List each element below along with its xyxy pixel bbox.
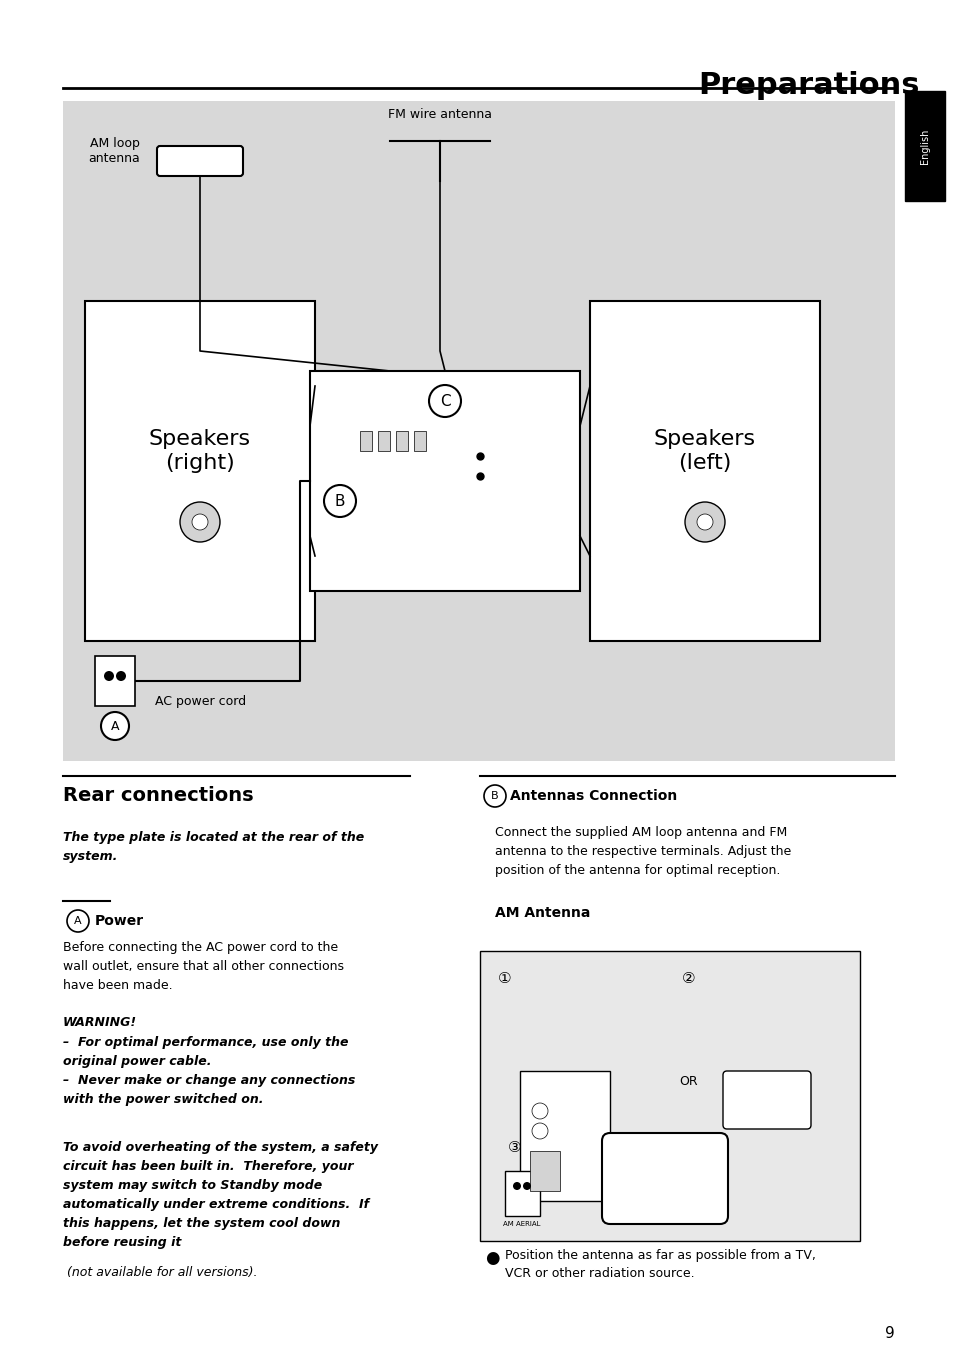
Text: ①: ① xyxy=(497,971,511,986)
Bar xyxy=(504,1171,539,1216)
Text: Speakers
(left): Speakers (left) xyxy=(653,429,756,473)
Circle shape xyxy=(697,514,712,531)
Bar xyxy=(395,430,408,451)
Circle shape xyxy=(483,786,505,808)
Text: C: C xyxy=(439,393,450,409)
Bar xyxy=(519,1071,609,1201)
Text: 9: 9 xyxy=(884,1326,894,1341)
Text: ②: ② xyxy=(681,971,695,986)
Circle shape xyxy=(180,502,220,542)
Text: Rear connections: Rear connections xyxy=(63,786,253,805)
Bar xyxy=(904,90,944,202)
FancyBboxPatch shape xyxy=(157,145,243,175)
FancyBboxPatch shape xyxy=(722,1071,810,1128)
Text: Connect the supplied AM loop antenna and FM
antenna to the respective terminals.: Connect the supplied AM loop antenna and… xyxy=(495,825,790,877)
Circle shape xyxy=(532,1104,547,1119)
Text: To avoid overheating of the system, a safety
circuit has been built in.  Therefo: To avoid overheating of the system, a sa… xyxy=(63,1141,377,1249)
Circle shape xyxy=(116,670,126,681)
Bar xyxy=(377,430,390,451)
Text: ③: ③ xyxy=(508,1139,521,1154)
Bar xyxy=(530,1152,559,1191)
Text: AC power cord: AC power cord xyxy=(154,695,246,707)
Circle shape xyxy=(684,502,724,542)
Text: B: B xyxy=(491,791,498,801)
FancyBboxPatch shape xyxy=(601,1132,727,1224)
Bar xyxy=(479,951,859,1241)
Text: ●: ● xyxy=(484,1249,499,1267)
Bar xyxy=(95,655,135,706)
Circle shape xyxy=(192,514,208,531)
Circle shape xyxy=(532,1123,547,1139)
Text: FM wire antenna: FM wire antenna xyxy=(388,108,492,121)
Bar xyxy=(310,372,579,591)
Circle shape xyxy=(101,712,129,740)
Text: Before connecting the AC power cord to the
wall outlet, ensure that all other co: Before connecting the AC power cord to t… xyxy=(63,941,344,993)
Text: AM Antenna: AM Antenna xyxy=(495,906,590,920)
Bar xyxy=(359,430,372,451)
Bar xyxy=(63,101,894,761)
Text: Power: Power xyxy=(95,914,144,928)
Text: English: English xyxy=(919,129,929,163)
Circle shape xyxy=(324,485,355,517)
Text: AM loop
antenna: AM loop antenna xyxy=(89,137,140,165)
Circle shape xyxy=(513,1182,520,1190)
Text: OR: OR xyxy=(679,1075,698,1089)
Circle shape xyxy=(104,670,113,681)
Circle shape xyxy=(429,385,460,417)
Bar xyxy=(414,430,426,451)
Text: Speakers
(right): Speakers (right) xyxy=(149,429,251,473)
Text: –  For optimal performance, use only the
original power cable.
–  Never make or : – For optimal performance, use only the … xyxy=(63,1036,355,1106)
Text: WARNING!: WARNING! xyxy=(63,1016,137,1030)
Circle shape xyxy=(522,1182,531,1190)
Bar xyxy=(589,302,820,642)
Text: Preparations: Preparations xyxy=(698,71,919,100)
Text: Antennas Connection: Antennas Connection xyxy=(510,788,677,803)
Bar xyxy=(85,302,314,642)
Text: (not available for all versions).: (not available for all versions). xyxy=(63,1265,257,1279)
Text: A: A xyxy=(74,916,82,925)
Text: B: B xyxy=(335,494,345,509)
Text: The type plate is located at the rear of the
system.: The type plate is located at the rear of… xyxy=(63,831,364,862)
Text: AM AERIAL: AM AERIAL xyxy=(502,1222,540,1227)
Circle shape xyxy=(67,910,89,932)
Text: A: A xyxy=(111,720,119,732)
Text: Position the antenna as far as possible from a TV,
VCR or other radiation source: Position the antenna as far as possible … xyxy=(504,1249,815,1281)
